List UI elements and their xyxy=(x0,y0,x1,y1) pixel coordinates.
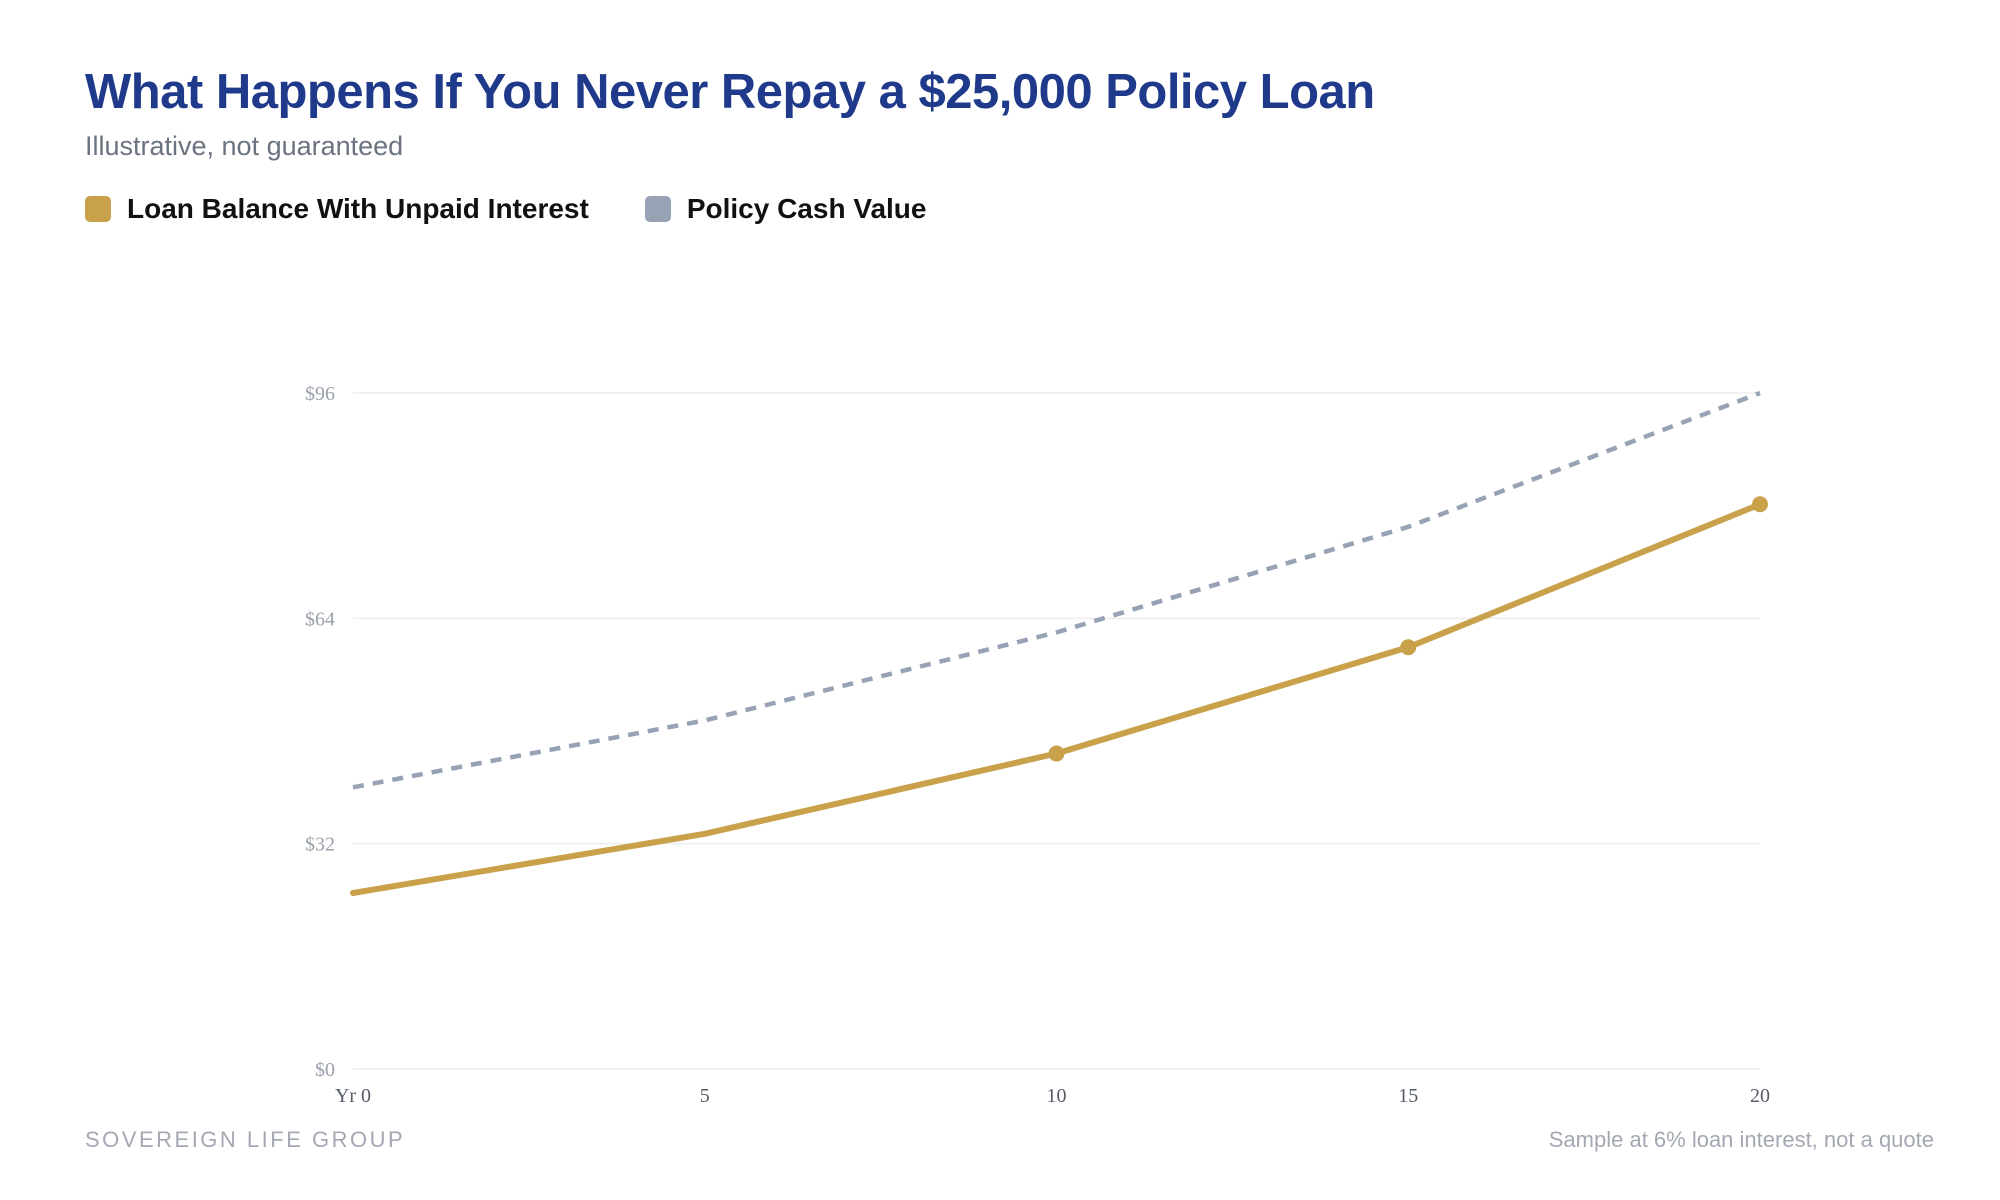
legend-label-cash-value: Policy Cash Value xyxy=(686,193,927,224)
y-tick-label: $32 xyxy=(305,834,335,856)
y-tick-label: $0 xyxy=(315,1059,335,1081)
y-tick-label: $64 xyxy=(305,608,335,630)
data-point xyxy=(1400,639,1417,656)
x-tick-label: 5 xyxy=(700,1085,710,1107)
x-tick-label: 10 xyxy=(1047,1085,1067,1107)
legend-swatch-loan-balance xyxy=(85,196,111,222)
data-point xyxy=(1752,496,1768,513)
y-tick-label: $96 xyxy=(305,383,335,405)
x-tick-label: 15 xyxy=(1398,1085,1418,1107)
grid-lines xyxy=(353,392,1760,1070)
legend-swatch-cash-value xyxy=(644,196,671,222)
footer-brand: SOVEREIGN LIFE GROUP xyxy=(85,1127,406,1152)
chart-series xyxy=(350,390,1768,896)
x-tick-label: Yr 0 xyxy=(335,1085,371,1107)
series-line-loan-balance xyxy=(350,501,1763,896)
chart-subtitle: Illustrative, not guaranteed xyxy=(85,131,404,161)
footer-note: Sample at 6% loan interest, not a quote xyxy=(1548,1127,1934,1152)
legend-item-loan-balance: Loan Balance With Unpaid Interest xyxy=(85,193,589,225)
legend-label-loan-balance: Loan Balance With Unpaid Interest xyxy=(127,193,589,224)
data-point xyxy=(1048,745,1065,762)
chart-title: What Happens If You Never Repay a $25,00… xyxy=(85,65,1375,119)
series-line-cash-value xyxy=(352,390,1761,790)
x-axis-ticks: Yr 0 5 10 15 20 xyxy=(335,1085,1770,1107)
legend-item-cash-value: Policy Cash Value xyxy=(644,193,927,225)
y-axis-ticks: $0 $32 $64 $96 xyxy=(305,383,335,1081)
chart-legend: Loan Balance With Unpaid Interest Policy… xyxy=(85,193,982,225)
x-tick-label: 20 xyxy=(1750,1085,1770,1107)
